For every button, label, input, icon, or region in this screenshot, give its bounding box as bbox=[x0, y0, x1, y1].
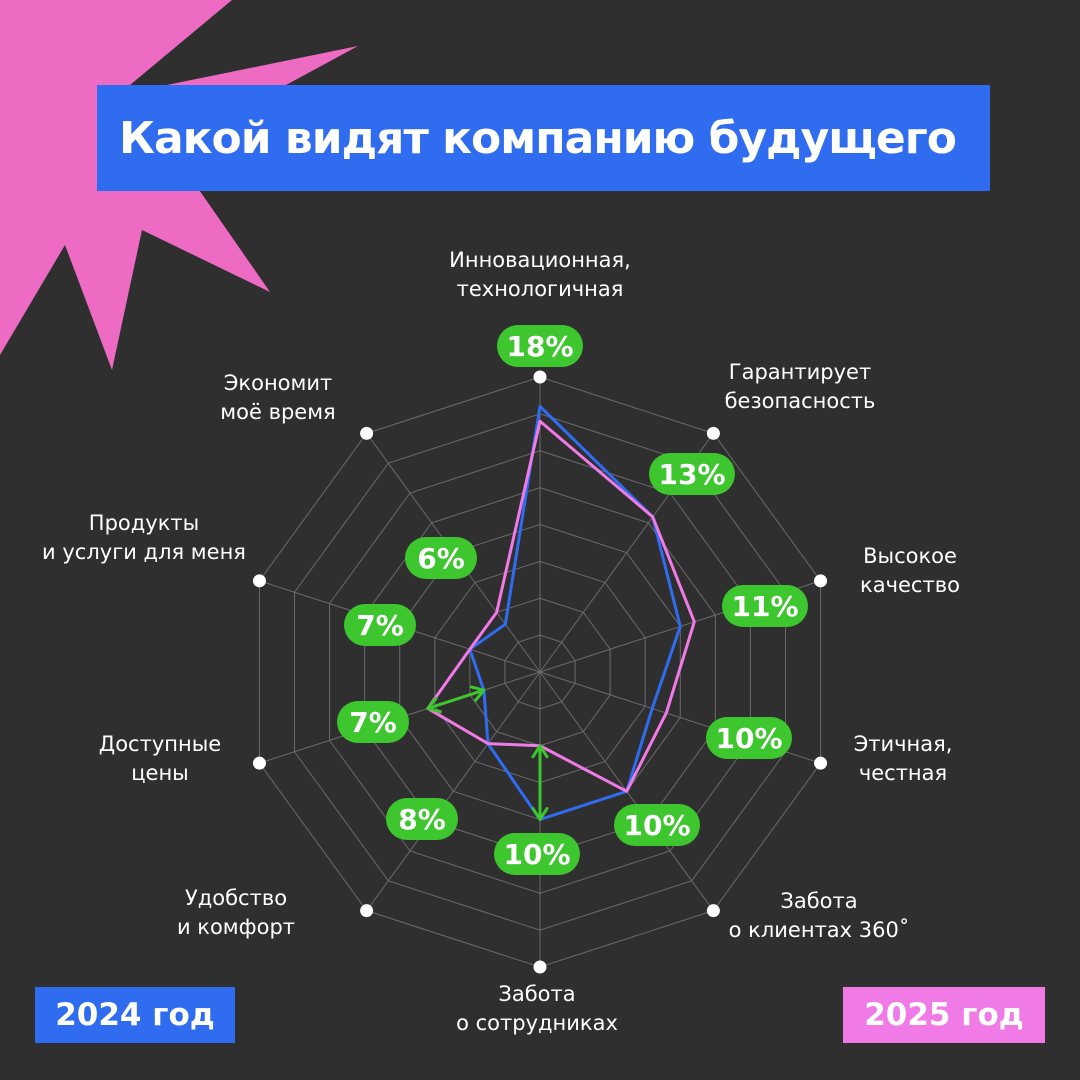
axis-label: Инновационная, технологичная bbox=[449, 248, 631, 301]
legend-2025: 2025 год bbox=[843, 987, 1045, 1043]
change-arrow bbox=[426, 685, 486, 714]
page-title: Какой видят компанию будущего bbox=[119, 112, 957, 164]
series-line-2024 bbox=[468, 405, 682, 821]
axis-label: Доступные цены bbox=[99, 732, 221, 785]
value-badge: 6% bbox=[405, 537, 477, 579]
value-label: 6% bbox=[417, 542, 465, 575]
axis-label: Продукты и услуги для меня bbox=[42, 511, 246, 564]
value-label: 11% bbox=[731, 590, 798, 623]
axis-label: Забота о сотрудниках bbox=[456, 982, 618, 1035]
axis-label: Экономит моё время bbox=[220, 371, 335, 424]
value-badge: 18% bbox=[497, 325, 583, 367]
axis-end-dot bbox=[360, 904, 374, 918]
value-label: 13% bbox=[658, 458, 725, 491]
legend-2024: 2024 год bbox=[35, 987, 235, 1043]
value-label: 10% bbox=[503, 838, 570, 871]
title-banner: Какой видят компанию будущего bbox=[97, 85, 990, 191]
value-badge: 10% bbox=[706, 717, 792, 759]
value-label: 7% bbox=[349, 706, 397, 739]
axis-end-dot bbox=[814, 756, 828, 770]
value-label: 18% bbox=[506, 330, 573, 363]
value-badge: 8% bbox=[386, 798, 458, 840]
legend-2024-label: 2024 год bbox=[55, 997, 215, 1033]
value-badge: 10% bbox=[614, 804, 700, 846]
value-label: 8% bbox=[398, 803, 446, 836]
axis-end-dot bbox=[706, 904, 720, 918]
axis-end-dot bbox=[252, 574, 266, 588]
grid-spoke bbox=[366, 671, 541, 911]
axis-end-dot bbox=[533, 960, 547, 974]
axis-end-dot bbox=[706, 426, 720, 440]
axis-end-dot bbox=[533, 370, 547, 384]
axis-end-dot bbox=[252, 756, 266, 770]
value-label: 10% bbox=[715, 722, 782, 755]
value-badge: 7% bbox=[337, 701, 409, 743]
radar-grid bbox=[258, 376, 822, 968]
axis-label: Удобство и комфорт bbox=[177, 886, 295, 939]
axis-label: Этичная, честная bbox=[854, 732, 953, 785]
value-label: 7% bbox=[356, 609, 404, 642]
axis-label: Забота о клиентах 360˚ bbox=[729, 889, 910, 942]
axis-label: Гарантирует безопасность bbox=[725, 360, 876, 413]
axis-end-dot bbox=[360, 426, 374, 440]
change-arrow bbox=[531, 744, 549, 821]
value-label: 10% bbox=[623, 809, 690, 842]
legend-2025-label: 2025 год bbox=[864, 997, 1024, 1033]
value-badge: 7% bbox=[344, 604, 416, 646]
axis-end-dot bbox=[814, 574, 828, 588]
value-badge: 10% bbox=[494, 833, 580, 875]
value-badge: 13% bbox=[649, 453, 735, 495]
axis-label: Высокое качество bbox=[860, 544, 960, 597]
value-badge: 11% bbox=[722, 585, 808, 627]
